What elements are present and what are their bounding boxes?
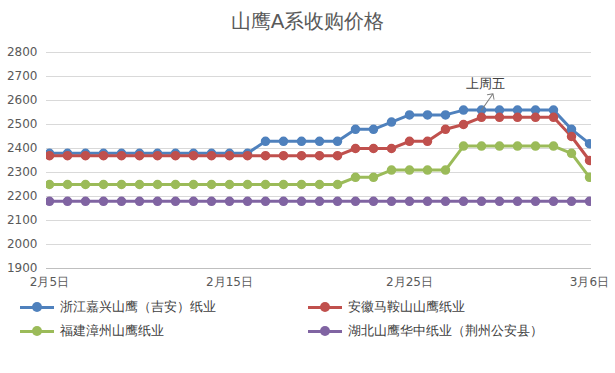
svg-text:2500: 2500 (7, 117, 38, 131)
svg-text:上周五: 上周五 (466, 76, 505, 91)
svg-text:2000: 2000 (7, 237, 38, 251)
html-text:山鹰A系收购价格: 山鹰A系收购价格 (230, 9, 385, 33)
svg-text:2300: 2300 (7, 165, 38, 179)
svg-text:2月25日: 2月25日 (386, 275, 433, 289)
svg-text:3月6日: 3月6日 (570, 275, 609, 289)
html-text:安徽马鞍山山鹰纸业: 安徽马鞍山山鹰纸业 (347, 299, 465, 314)
svg-text:2600: 2600 (7, 93, 38, 107)
svg-text:2200: 2200 (7, 189, 38, 203)
svg-text:2400: 2400 (7, 141, 38, 155)
svg-text:2100: 2100 (7, 213, 38, 227)
html-text:福建漳州山鹰纸业: 福建漳州山鹰纸业 (60, 323, 164, 338)
svg-text:2700: 2700 (7, 69, 38, 83)
html-text:湖北山鹰华中纸业（荆州公安县）: 湖北山鹰华中纸业（荆州公安县） (347, 323, 543, 338)
svg-text:2月5日: 2月5日 (30, 275, 69, 289)
svg-text:1900: 1900 (7, 261, 38, 275)
svg-text:2800: 2800 (7, 45, 38, 59)
html-text:浙江嘉兴山鹰（吉安）纸业: 浙江嘉兴山鹰（吉安）纸业 (60, 299, 216, 314)
svg-text:2月15日: 2月15日 (206, 275, 253, 289)
